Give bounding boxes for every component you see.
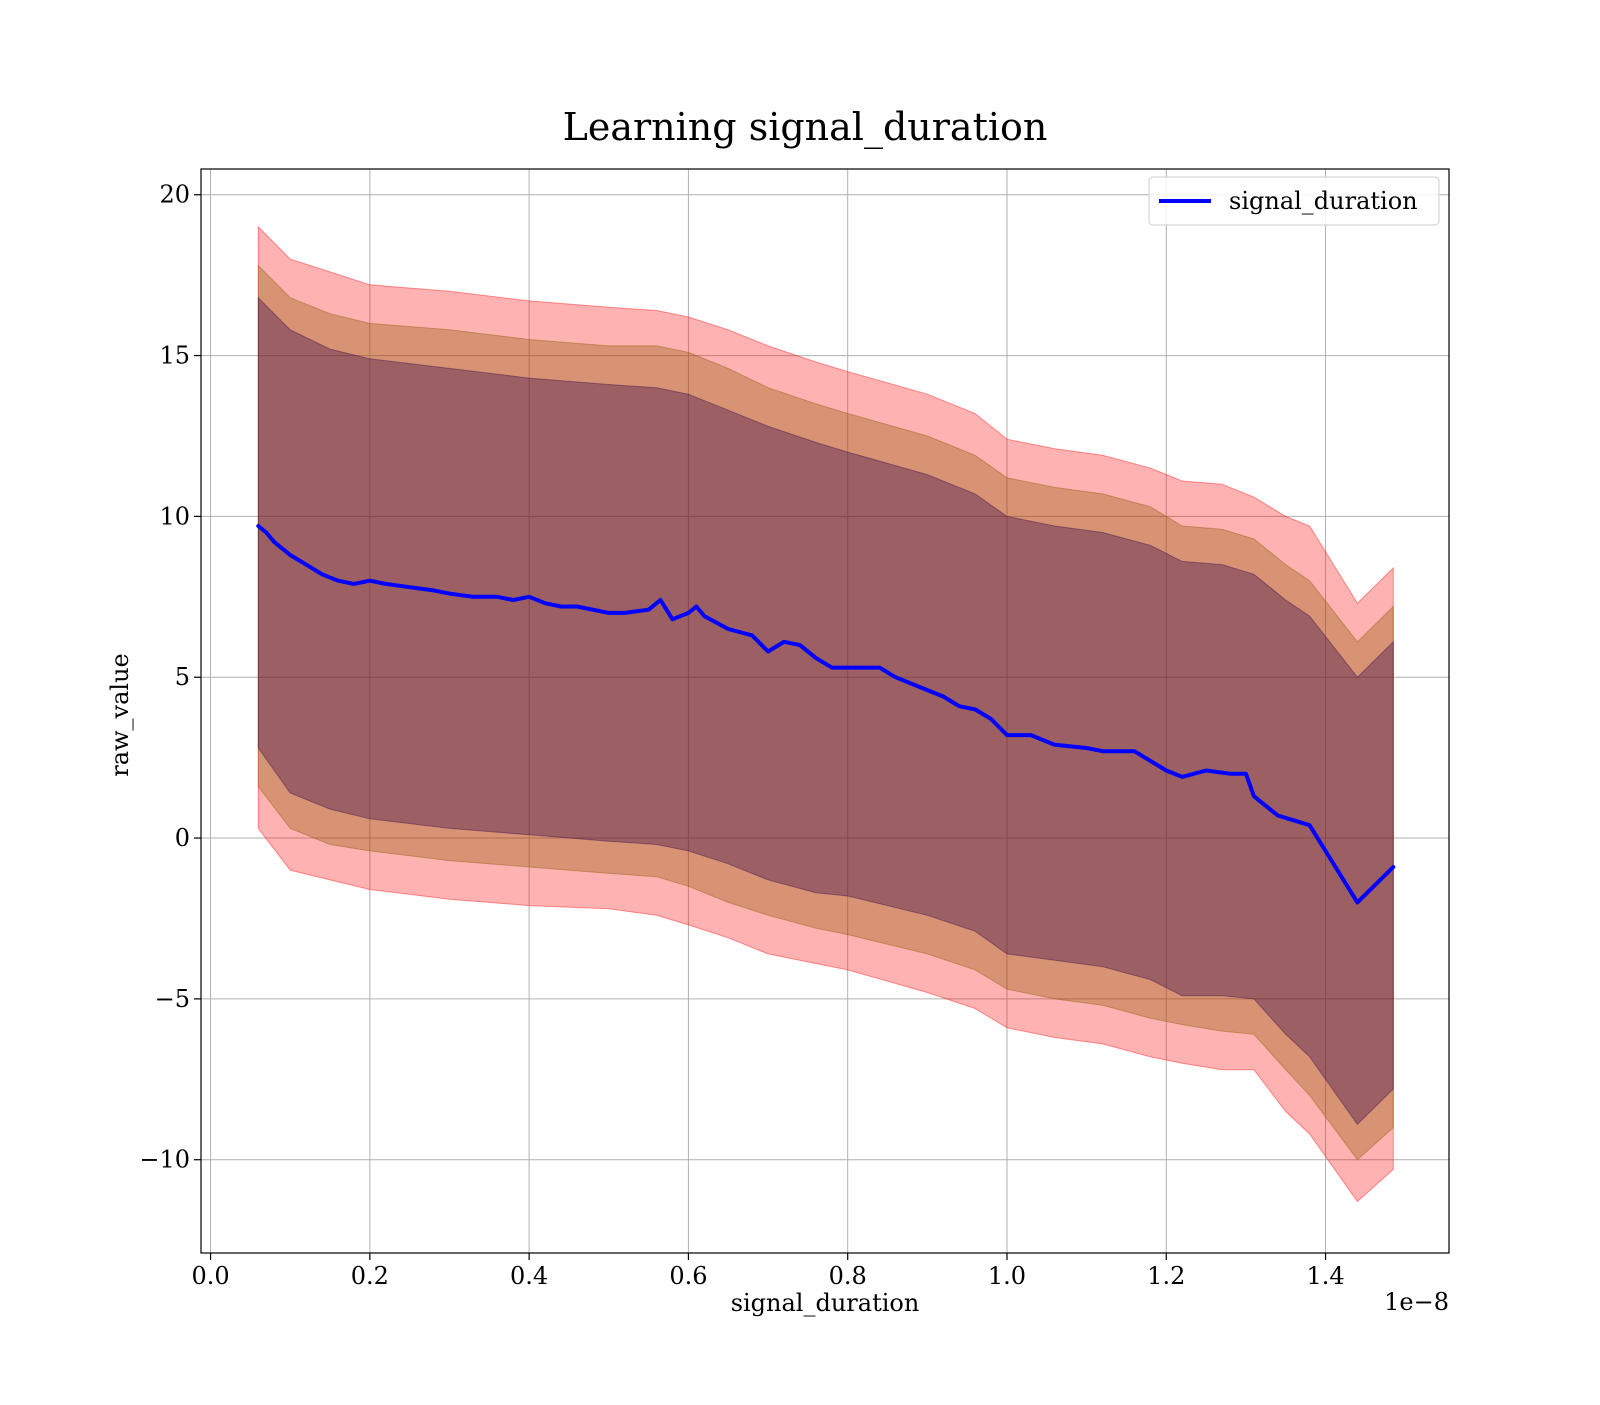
axis-ticks: 0.0 0.2 0.4 0.6 0.8 1.0 1.2 1.4 −10 −5 0 5 10 15 20 bbox=[139, 181, 1344, 1290]
series-line-signal-duration bbox=[256, 524, 1396, 905]
band-inner bbox=[257, 296, 1394, 1126]
series-lines bbox=[256, 524, 1396, 905]
band-middle bbox=[257, 264, 1394, 1161]
x-tick-label: 0.4 bbox=[510, 1262, 548, 1290]
confidence-bands bbox=[257, 225, 1394, 1203]
x-axis-label: signal_duration bbox=[731, 1289, 920, 1317]
chart-title: Learning signal_duration bbox=[563, 105, 1048, 150]
grid bbox=[201, 169, 1449, 1253]
x-tick-label: 1.0 bbox=[988, 1262, 1026, 1290]
legend-box bbox=[1148, 176, 1440, 226]
y-tick-label: −5 bbox=[155, 985, 190, 1013]
x-tick-label: 0.8 bbox=[829, 1262, 867, 1290]
x-tick-label: 1.4 bbox=[1306, 1262, 1344, 1290]
plot-frame bbox=[200, 168, 1450, 1254]
x-tick-label: 0.6 bbox=[669, 1262, 707, 1290]
y-tick-label: 15 bbox=[159, 342, 190, 370]
y-axis-label: raw_value bbox=[106, 653, 134, 777]
x-tick-label: 1.2 bbox=[1147, 1262, 1185, 1290]
x-axis-offset-label: 1e−8 bbox=[1384, 1288, 1449, 1316]
y-tick-label: 20 bbox=[159, 181, 190, 209]
x-tick-label: 0.2 bbox=[351, 1262, 389, 1290]
y-tick-label: −10 bbox=[139, 1146, 190, 1174]
legend: signal_duration bbox=[1148, 176, 1440, 226]
band-outer bbox=[257, 225, 1394, 1203]
y-tick-label: 10 bbox=[159, 502, 190, 530]
legend-entry-label: signal_duration bbox=[1229, 187, 1418, 215]
y-tick-label: 0 bbox=[175, 824, 190, 852]
x-tick-label: 0.0 bbox=[191, 1262, 229, 1290]
y-tick-label: 5 bbox=[175, 663, 190, 691]
